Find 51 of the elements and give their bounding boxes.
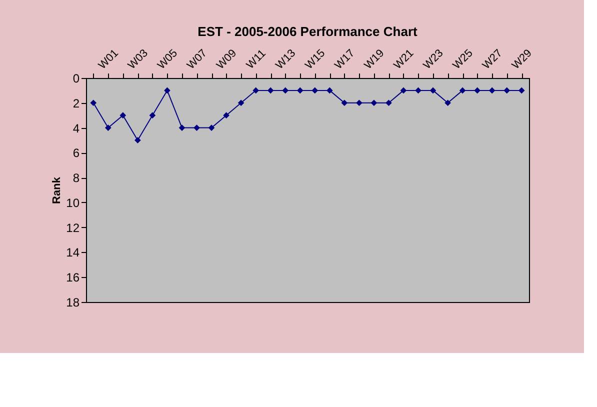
chart-title: EST - 2005-2006 Performance Chart bbox=[198, 24, 418, 39]
x-tick-label: W01 bbox=[96, 47, 121, 72]
x-tick-label: W03 bbox=[126, 47, 150, 72]
point bbox=[488, 87, 496, 94]
y-tick-label: 2 bbox=[72, 96, 80, 110]
point bbox=[238, 100, 244, 106]
x-tick-label: W19 bbox=[362, 47, 387, 72]
point bbox=[326, 87, 333, 94]
x-tick-label: W29 bbox=[510, 47, 534, 72]
x-tick-label: W13 bbox=[274, 47, 298, 72]
point bbox=[194, 124, 200, 131]
y-tick-label: 10 bbox=[66, 196, 80, 210]
x-tick-label: W23 bbox=[421, 47, 446, 72]
y-tick-label: 4 bbox=[72, 121, 80, 136]
point bbox=[90, 100, 97, 106]
point bbox=[474, 87, 480, 94]
y-tick-label: 0 bbox=[72, 72, 80, 86]
point bbox=[178, 124, 186, 131]
point bbox=[120, 112, 126, 118]
y-tick-label: 8 bbox=[72, 171, 80, 186]
point bbox=[312, 87, 318, 94]
x-tick-label: W11 bbox=[244, 48, 268, 72]
point bbox=[356, 100, 362, 106]
point bbox=[267, 87, 274, 94]
point bbox=[370, 100, 378, 106]
point bbox=[149, 112, 156, 118]
point bbox=[223, 112, 230, 118]
point bbox=[208, 124, 215, 131]
y-axis-title: Rank bbox=[51, 176, 64, 204]
point bbox=[164, 87, 170, 94]
point bbox=[444, 100, 451, 106]
point bbox=[282, 87, 289, 94]
point bbox=[104, 124, 112, 131]
point bbox=[252, 87, 259, 94]
point bbox=[504, 87, 510, 94]
point bbox=[296, 87, 304, 94]
y-tick-label: 16 bbox=[66, 270, 80, 285]
y-tick-label: 14 bbox=[66, 246, 80, 260]
point bbox=[134, 137, 141, 144]
point bbox=[415, 87, 422, 94]
y-tick-label: 18 bbox=[66, 296, 80, 310]
y-tick-label: 12 bbox=[66, 220, 80, 235]
point bbox=[386, 100, 392, 106]
x-tick-label: W21 bbox=[392, 47, 416, 72]
x-tick-label: W09 bbox=[214, 47, 240, 72]
point bbox=[459, 87, 466, 94]
y-tick-label: 6 bbox=[72, 146, 80, 160]
point bbox=[430, 87, 436, 94]
point bbox=[518, 87, 525, 94]
point bbox=[400, 87, 407, 94]
point bbox=[341, 100, 348, 106]
